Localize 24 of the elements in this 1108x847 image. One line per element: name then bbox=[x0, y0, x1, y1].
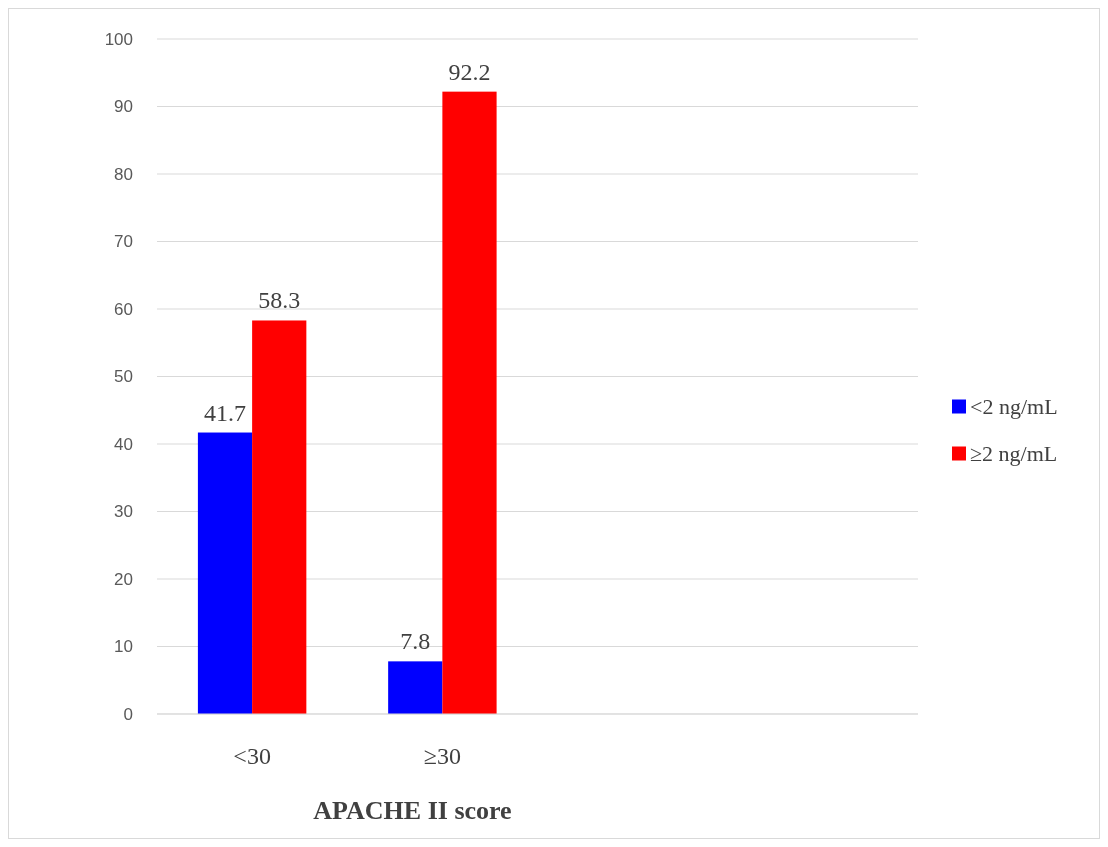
y-tick-label: 30 bbox=[114, 502, 133, 522]
y-tick-label: 50 bbox=[114, 367, 133, 387]
y-tick-label: 20 bbox=[114, 569, 133, 589]
y-tick-label: 40 bbox=[114, 434, 133, 454]
legend-label: <2 ng/mL bbox=[970, 394, 1058, 420]
y-tick-label: 100 bbox=[104, 29, 133, 49]
data-label: 92.2 bbox=[448, 58, 491, 85]
bar bbox=[197, 432, 253, 714]
x-axis-title: APACHE II score bbox=[313, 796, 512, 825]
y-tick-label: 60 bbox=[114, 299, 133, 319]
y-tick-label: 90 bbox=[114, 97, 133, 117]
bar bbox=[252, 320, 307, 714]
y-tick-label: 70 bbox=[114, 232, 133, 252]
y-tick-label: 10 bbox=[114, 637, 133, 657]
data-label: 58.3 bbox=[258, 287, 301, 314]
legend-label: ≥2 ng/mL bbox=[970, 441, 1058, 467]
y-tick-label: 0 bbox=[123, 704, 133, 724]
x-tick-label: ≥30 bbox=[423, 743, 461, 769]
bar bbox=[388, 661, 443, 714]
x-tick-label: <30 bbox=[233, 743, 271, 769]
data-label: 41.7 bbox=[204, 399, 247, 426]
y-tick-label: 80 bbox=[114, 164, 133, 184]
bar bbox=[442, 91, 497, 714]
data-label: 7.8 bbox=[400, 628, 431, 655]
